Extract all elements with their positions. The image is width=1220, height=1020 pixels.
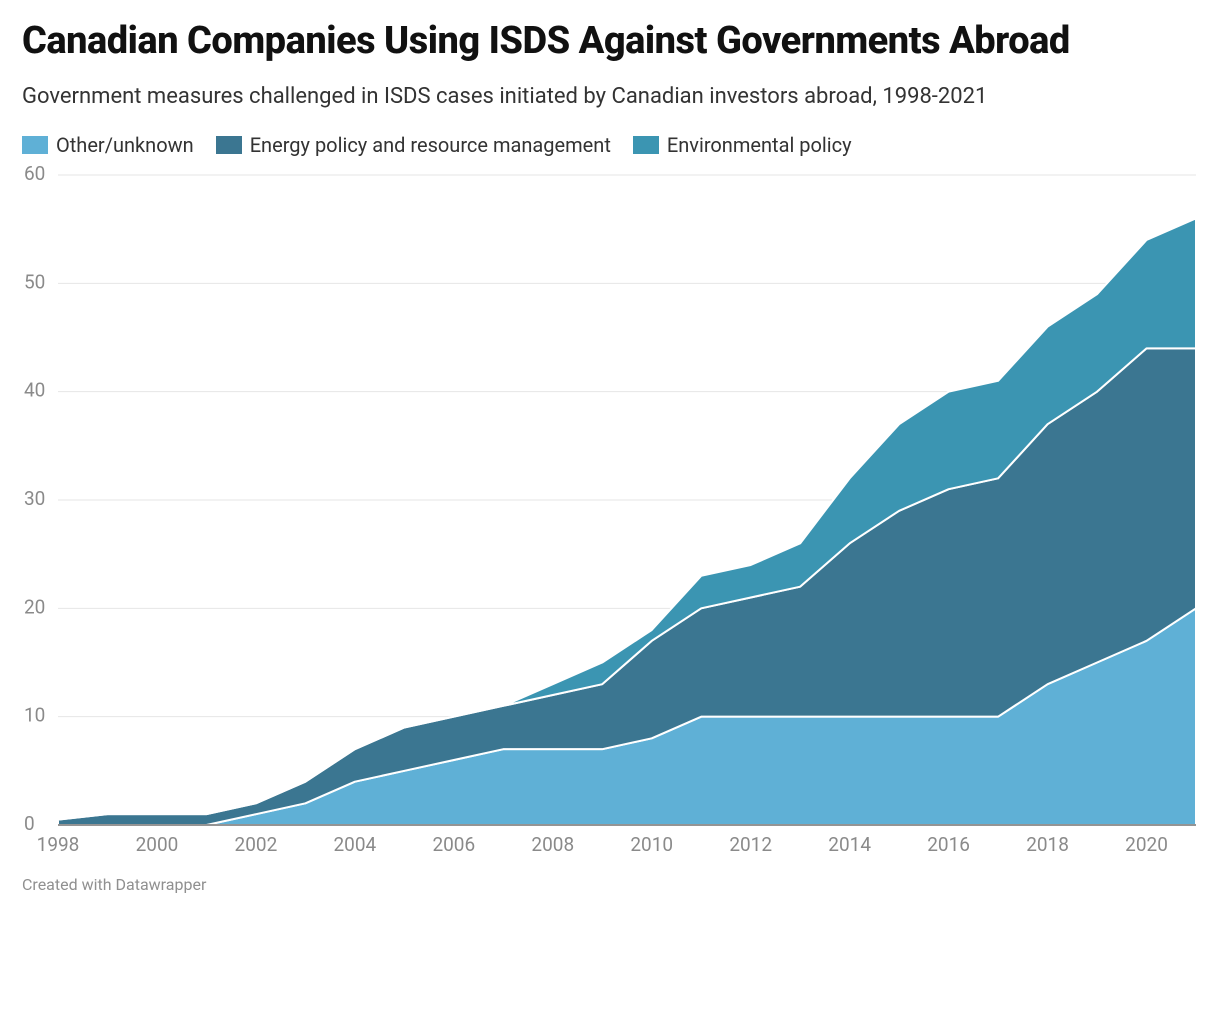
chart: 0 10 20 30 40 50 60 1998 2000 2002 2004 2006 2008 201… xyxy=(22,161,1198,861)
y-tick-label: 10 xyxy=(24,704,45,727)
y-tick-label: 60 xyxy=(24,162,45,185)
chart-subtitle: Government measures challenged in ISDS c… xyxy=(22,82,1198,112)
x-tick-label: 2010 xyxy=(630,833,673,856)
legend-item: Other/unknown xyxy=(22,133,194,157)
legend-swatch-other xyxy=(22,136,48,154)
legend-item: Environmental policy xyxy=(633,133,852,157)
y-tick-label: 50 xyxy=(24,271,45,294)
x-tick-label: 2018 xyxy=(1026,833,1069,856)
x-tick-label: 2002 xyxy=(235,833,278,856)
x-tick-label: 2000 xyxy=(136,833,179,856)
x-tick-label: 1998 xyxy=(37,833,80,856)
legend: Other/unknown Energy policy and resource… xyxy=(22,133,1198,157)
chart-footer: Created with Datawrapper xyxy=(22,875,1198,894)
legend-swatch-energy xyxy=(216,136,242,154)
y-tick-label: 40 xyxy=(24,379,45,402)
x-tick-label: 2020 xyxy=(1125,833,1168,856)
x-tick-label: 2008 xyxy=(531,833,574,856)
stacked-area-chart: 0 10 20 30 40 50 60 1998 2000 2002 2004 2006 2008 201… xyxy=(22,161,1198,861)
legend-label: Environmental policy xyxy=(667,133,852,157)
x-tick-label: 2012 xyxy=(729,833,772,856)
legend-label: Other/unknown xyxy=(56,133,194,157)
x-tick-label: 2014 xyxy=(828,833,871,856)
page-title: Canadian Companies Using ISDS Against Go… xyxy=(22,20,1198,64)
x-tick-label: 2006 xyxy=(432,833,475,856)
y-tick-label: 30 xyxy=(24,487,45,510)
legend-swatch-env xyxy=(633,136,659,154)
legend-item: Energy policy and resource management xyxy=(216,133,611,157)
y-tick-label: 0 xyxy=(24,812,35,835)
legend-label: Energy policy and resource management xyxy=(250,133,611,157)
y-tick-label: 20 xyxy=(24,596,45,619)
x-tick-label: 2016 xyxy=(927,833,970,856)
x-tick-label: 2004 xyxy=(334,833,377,856)
